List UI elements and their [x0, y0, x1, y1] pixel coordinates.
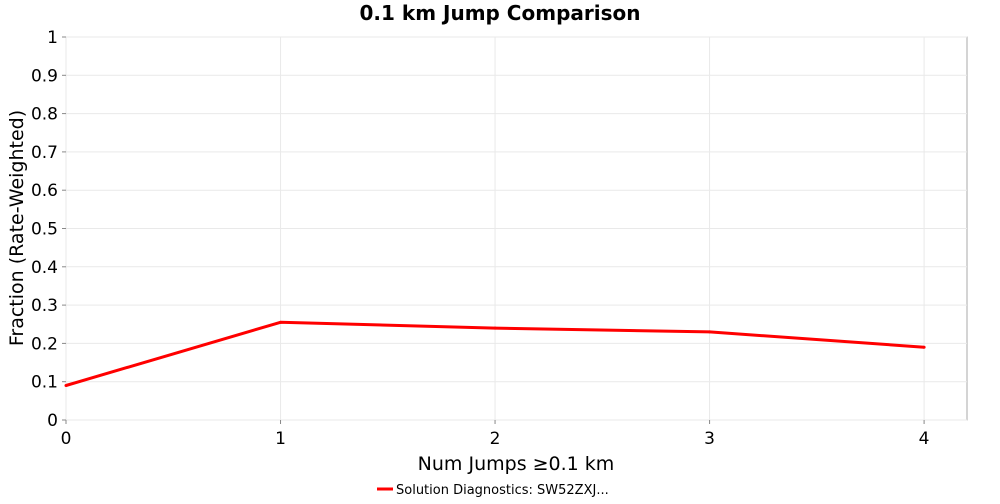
y-axis-ticks: 0 0.1 0.2 0.3 0.4 0.5 0.6 0.7 0.8 0.9 1: [31, 28, 66, 431]
y-tick-label: 1: [47, 28, 58, 48]
x-tick-label: 0: [61, 429, 72, 449]
grid-lines: [65, 36, 967, 421]
chart-title: 0.1 km Jump Comparison: [360, 1, 641, 25]
y-tick-label: 0.9: [31, 66, 58, 86]
data-point: [493, 326, 497, 330]
legend-label: Solution Diagnostics: SW52ZXJ...: [396, 483, 609, 498]
x-tick-label: 1: [275, 429, 286, 449]
y-tick-label: 0.8: [31, 105, 58, 125]
y-tick-label: 0.2: [31, 334, 58, 354]
data-point: [279, 320, 283, 324]
x-axis-label: Num Jumps ≥0.1 km: [418, 453, 615, 475]
data-point: [922, 345, 926, 349]
y-tick-label: 0: [47, 411, 58, 431]
series-lines: [64, 320, 926, 388]
data-point: [708, 330, 712, 334]
x-tick-label: 4: [919, 429, 930, 449]
y-tick-label: 0.1: [31, 373, 58, 393]
legend: Solution Diagnostics: SW52ZXJ...: [377, 483, 609, 498]
y-tick-label: 0.4: [31, 258, 58, 278]
y-tick-label: 0.5: [31, 220, 58, 240]
data-point: [64, 384, 68, 388]
x-tick-label: 3: [704, 429, 715, 449]
y-axis-label: Fraction (Rate-Weighted): [6, 110, 28, 346]
y-tick-label: 0.3: [31, 296, 58, 316]
x-tick-label: 2: [490, 429, 501, 449]
y-tick-label: 0.6: [31, 181, 58, 201]
x-axis-ticks: 0 1 2 3 4: [61, 420, 930, 449]
y-tick-label: 0.7: [31, 143, 58, 163]
